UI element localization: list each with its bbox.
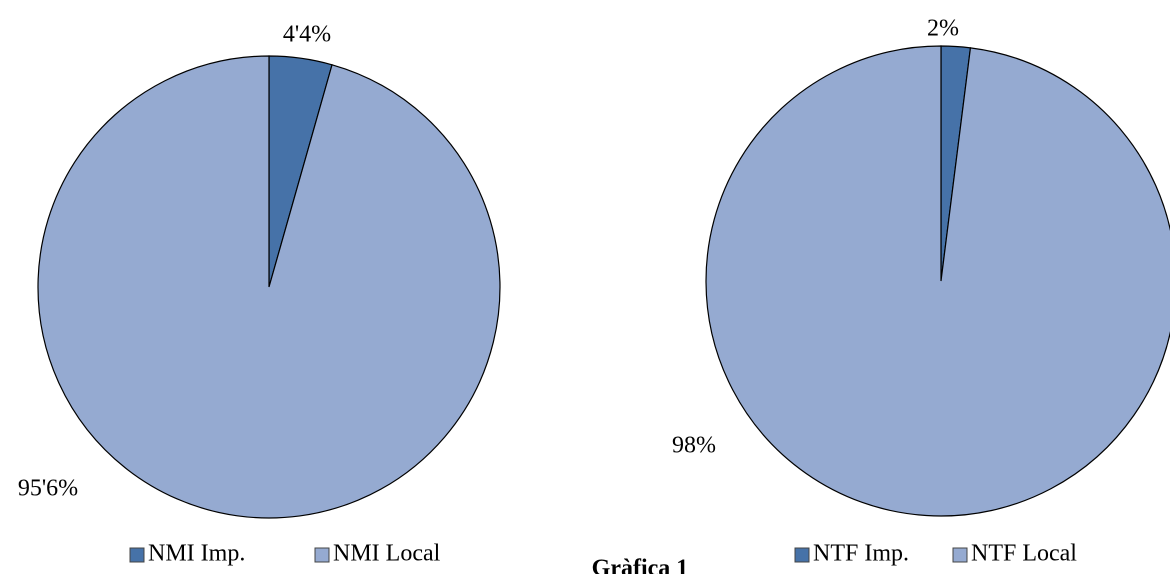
legend-label: NTF Imp.	[813, 541, 909, 567]
legend-label: NTF Local	[971, 541, 1077, 567]
caption: Gràfica 1	[592, 556, 689, 574]
value-label: 98%	[672, 433, 716, 459]
legend-swatch	[129, 547, 145, 563]
pie-slice	[705, 45, 1170, 517]
pie-slice	[37, 55, 501, 519]
legend-swatch	[952, 547, 968, 563]
legend-swatch	[794, 547, 810, 563]
value-label: 95'6%	[18, 476, 78, 502]
value-label: 4'4%	[283, 22, 331, 48]
legend-swatch	[314, 547, 330, 563]
legend-label: NMI Local	[333, 541, 441, 567]
legend-label: NMI Imp.	[148, 541, 245, 567]
value-label: 2%	[927, 16, 959, 42]
